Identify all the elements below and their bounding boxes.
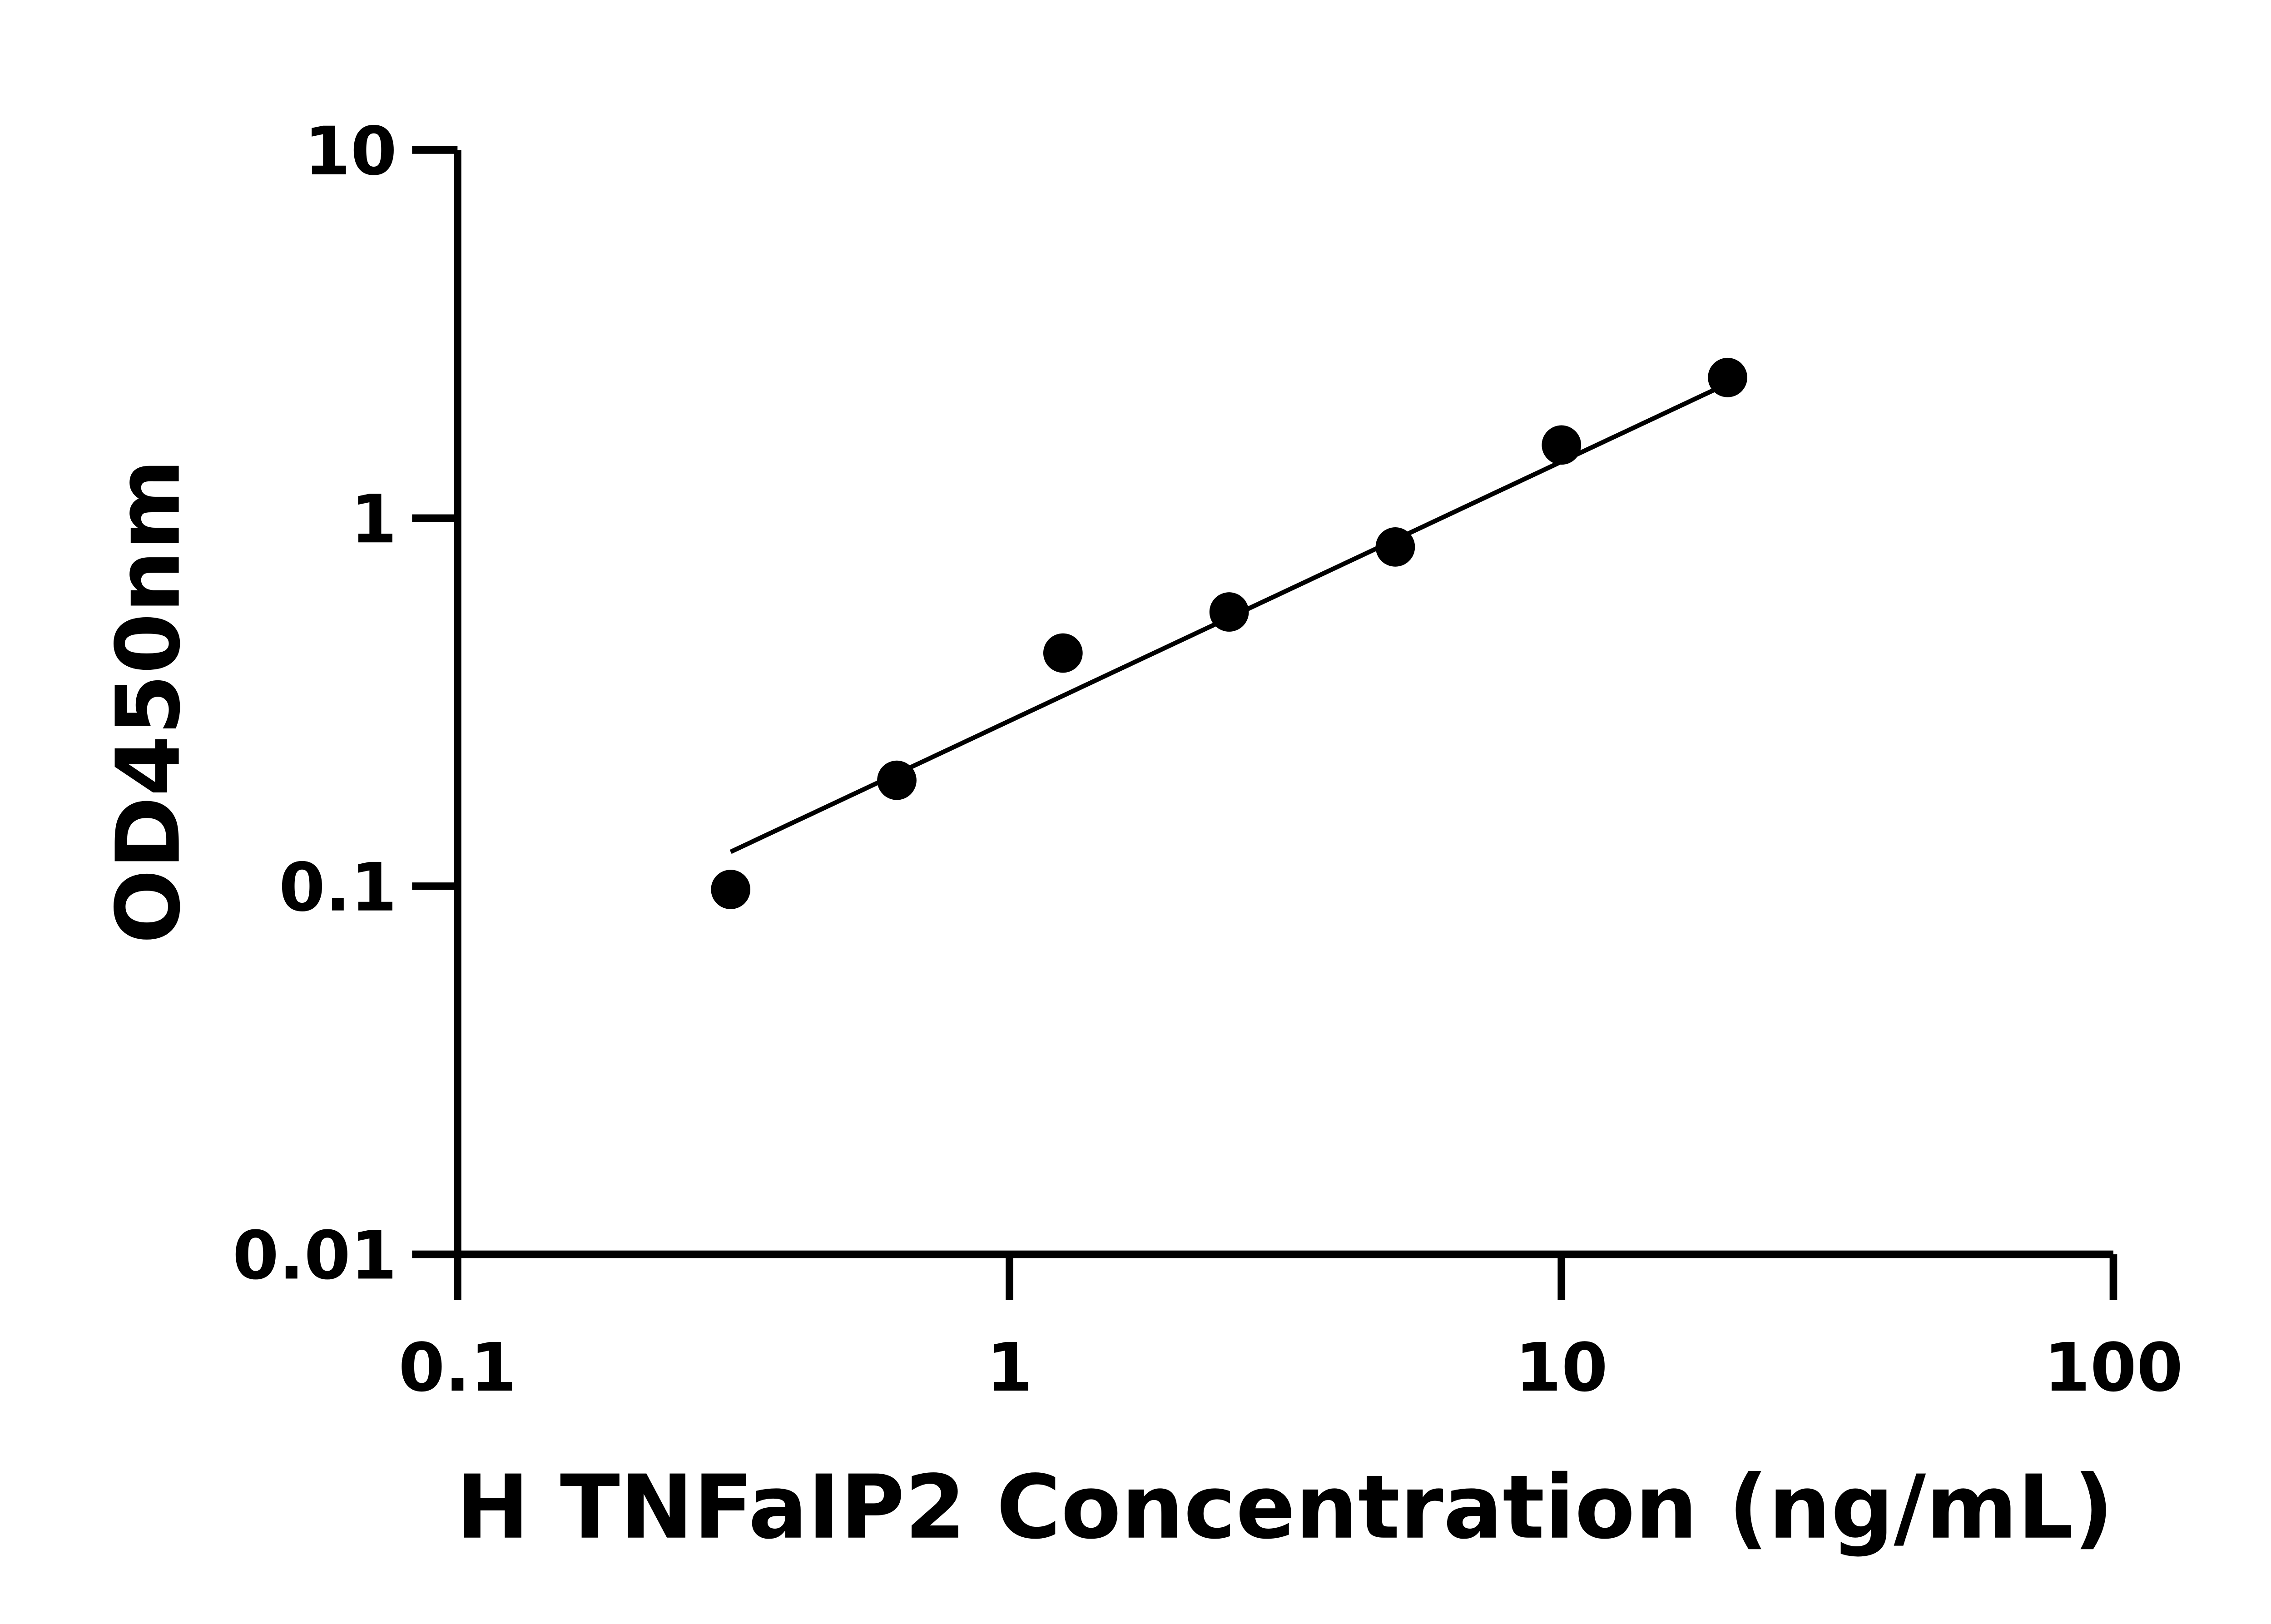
y-tick-label: 0.01 <box>233 1217 397 1294</box>
data-point <box>711 870 751 909</box>
data-point <box>1708 357 1747 397</box>
data-point <box>1542 425 1582 465</box>
data-point <box>1375 527 1415 567</box>
x-tick-label: 1 <box>986 1329 1032 1406</box>
y-tick-label: 0.1 <box>279 849 397 926</box>
data-point <box>1209 592 1249 632</box>
axes <box>453 150 2113 1258</box>
y-axis-label: OD450nm <box>97 459 200 944</box>
x-tick-label: 10 <box>1515 1329 1608 1406</box>
y-tick-label: 10 <box>304 113 397 190</box>
x-tick-label: 100 <box>2044 1329 2183 1406</box>
x-tick-label: 0.1 <box>398 1329 516 1406</box>
x-axis-label: H TNFaIP2 Concentration (ng/mL) <box>456 1456 2114 1559</box>
x-ticks: 0.1 1 10 100 <box>398 1254 2183 1406</box>
data-point <box>1043 633 1083 673</box>
data-point <box>877 760 917 800</box>
y-tick-label: 1 <box>351 480 397 558</box>
data-points <box>711 357 1747 909</box>
y-ticks: 0.01 0.1 1 10 <box>233 113 458 1294</box>
